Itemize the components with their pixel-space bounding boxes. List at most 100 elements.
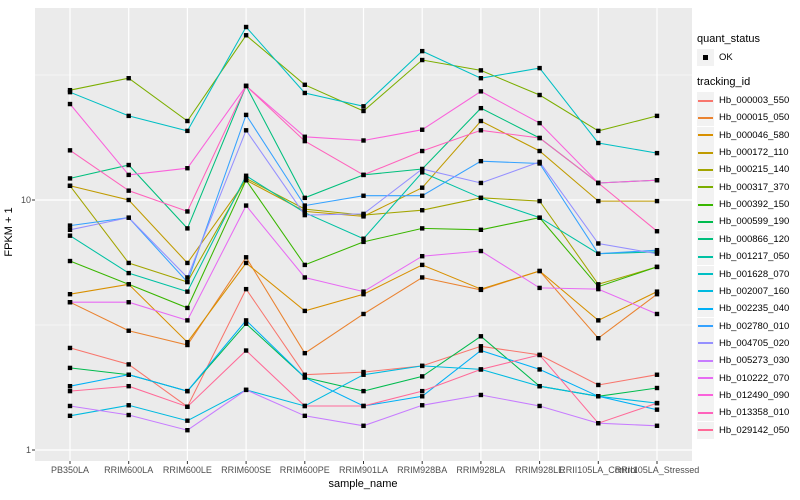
data-point bbox=[478, 195, 484, 201]
legend-label: Hb_000015_050 bbox=[719, 112, 790, 124]
legend-line-swatch bbox=[698, 168, 713, 171]
legend-key-box bbox=[697, 369, 714, 387]
data-point bbox=[478, 348, 484, 353]
data-point bbox=[596, 284, 601, 289]
data-point bbox=[654, 178, 660, 183]
legend-label: Hb_005273_030 bbox=[719, 355, 790, 367]
data-point bbox=[302, 375, 307, 380]
legend-key-box bbox=[697, 49, 714, 66]
data-point bbox=[243, 128, 249, 133]
data-point bbox=[596, 394, 601, 399]
data-point bbox=[596, 241, 601, 246]
data-point bbox=[478, 367, 484, 372]
data-point bbox=[243, 318, 249, 323]
data-point bbox=[67, 365, 73, 371]
data-point bbox=[243, 83, 249, 89]
data-point bbox=[420, 127, 425, 132]
y-tick-label: 10 bbox=[20, 194, 31, 205]
data-point bbox=[67, 176, 73, 181]
data-point bbox=[420, 363, 425, 369]
data-point bbox=[420, 185, 425, 190]
data-point bbox=[302, 90, 307, 96]
data-point bbox=[361, 291, 366, 297]
legend-label: Hb_002235_040 bbox=[719, 303, 790, 315]
y-tick-label: 1 bbox=[25, 444, 31, 455]
data-point bbox=[478, 118, 484, 124]
legend-line-swatch bbox=[698, 238, 713, 241]
data-point bbox=[67, 345, 73, 351]
data-point bbox=[537, 92, 542, 98]
data-point bbox=[537, 159, 542, 165]
legend-label: Hb_013358_010 bbox=[719, 407, 790, 419]
data-point bbox=[537, 198, 542, 204]
data-point bbox=[243, 173, 249, 178]
data-point bbox=[596, 382, 601, 388]
data-point bbox=[361, 289, 366, 294]
data-point bbox=[654, 400, 660, 406]
x-axis-title: sample_name bbox=[328, 478, 398, 490]
x-tick-label-RRII105LA_Control: RRII105LA_Control bbox=[559, 465, 638, 475]
legend-line-swatch bbox=[698, 255, 713, 258]
data-point bbox=[537, 285, 542, 291]
data-point bbox=[126, 328, 131, 333]
data-point bbox=[67, 403, 73, 409]
data-point bbox=[420, 57, 425, 63]
data-point bbox=[243, 387, 249, 393]
data-point bbox=[243, 203, 249, 208]
data-point bbox=[654, 291, 660, 297]
legend-label: Hb_001217_050 bbox=[719, 251, 790, 263]
x-tick-label-RRIM928BA: RRIM928BA bbox=[397, 465, 448, 475]
legend-label: Hb_001628_070 bbox=[719, 268, 790, 280]
legend-key-box bbox=[697, 404, 714, 422]
data-point bbox=[361, 172, 366, 178]
data-point bbox=[185, 428, 190, 433]
data-point bbox=[302, 203, 307, 208]
legend-item-quant-ok: OK bbox=[697, 49, 733, 66]
data-point bbox=[420, 166, 425, 172]
data-point bbox=[185, 305, 190, 311]
data-point bbox=[126, 270, 131, 276]
data-point bbox=[420, 374, 425, 379]
data-point bbox=[654, 229, 660, 234]
data-point bbox=[126, 372, 131, 377]
data-point bbox=[67, 227, 73, 232]
data-point bbox=[361, 138, 366, 143]
data-point bbox=[361, 108, 366, 114]
legend-item-Hb_002007_160: Hb_002007_160 bbox=[697, 282, 790, 300]
data-point bbox=[185, 166, 190, 171]
legend-key-box bbox=[697, 386, 714, 404]
data-point bbox=[302, 195, 307, 201]
data-point bbox=[420, 170, 425, 175]
data-point bbox=[420, 208, 425, 213]
legend-key-box bbox=[697, 265, 714, 283]
legend-item-Hb_000015_050: Hb_000015_050 bbox=[697, 109, 790, 127]
legend-item-Hb_004705_020: Hb_004705_020 bbox=[697, 334, 789, 352]
data-point bbox=[126, 412, 131, 418]
data-point bbox=[654, 247, 660, 253]
data-point bbox=[67, 258, 73, 264]
data-point bbox=[185, 275, 190, 280]
data-point bbox=[243, 260, 249, 266]
data-point bbox=[596, 140, 601, 146]
x-tick-label-RRIM600PE: RRIM600PE bbox=[279, 465, 330, 475]
legend-line-swatch bbox=[698, 151, 713, 154]
data-point bbox=[596, 282, 601, 287]
legend-key-box bbox=[697, 196, 714, 214]
data-point bbox=[126, 383, 131, 389]
data-point bbox=[185, 209, 190, 214]
data-point bbox=[478, 227, 484, 232]
data-point bbox=[478, 334, 484, 339]
data-point bbox=[126, 76, 131, 81]
data-point bbox=[185, 404, 190, 409]
data-point bbox=[185, 418, 190, 423]
data-point bbox=[243, 348, 249, 353]
legend-label: Hb_002007_160 bbox=[719, 285, 790, 297]
data-point bbox=[478, 344, 484, 349]
legend-item-Hb_013358_010: Hb_013358_010 bbox=[697, 404, 790, 422]
legend-line-swatch bbox=[698, 325, 713, 328]
legend-key-box bbox=[697, 352, 714, 370]
data-point bbox=[243, 33, 249, 38]
legend-label: Hb_029142_050 bbox=[719, 424, 790, 436]
data-point bbox=[478, 68, 484, 73]
data-point bbox=[243, 24, 249, 30]
